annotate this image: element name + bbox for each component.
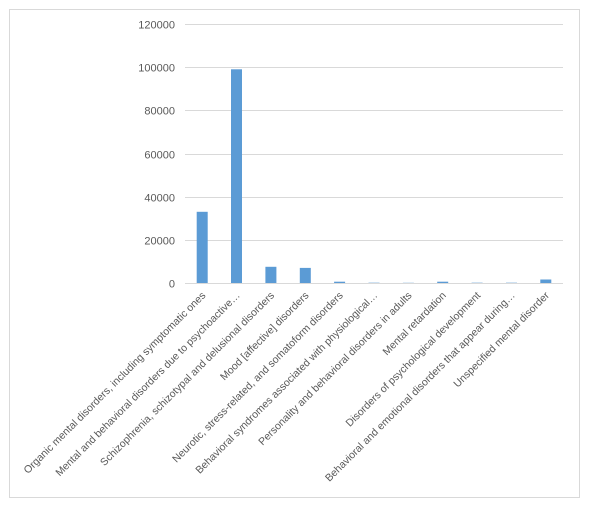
bar: [231, 69, 242, 283]
bar: [540, 280, 551, 284]
y-tick-label: 20000: [144, 236, 175, 248]
y-tick-label: 120000: [138, 20, 175, 32]
y-tick-label: 100000: [138, 63, 175, 75]
y-tick-label: 60000: [144, 150, 175, 162]
y-tick-label: 80000: [144, 106, 175, 118]
chart-border: [10, 10, 580, 498]
bar: [300, 268, 311, 283]
bar: [437, 282, 448, 283]
bar: [197, 212, 208, 283]
y-tick-label: 40000: [144, 193, 175, 205]
y-tick-label: 0: [169, 279, 175, 291]
bar: [334, 282, 345, 283]
bar: [265, 267, 276, 283]
